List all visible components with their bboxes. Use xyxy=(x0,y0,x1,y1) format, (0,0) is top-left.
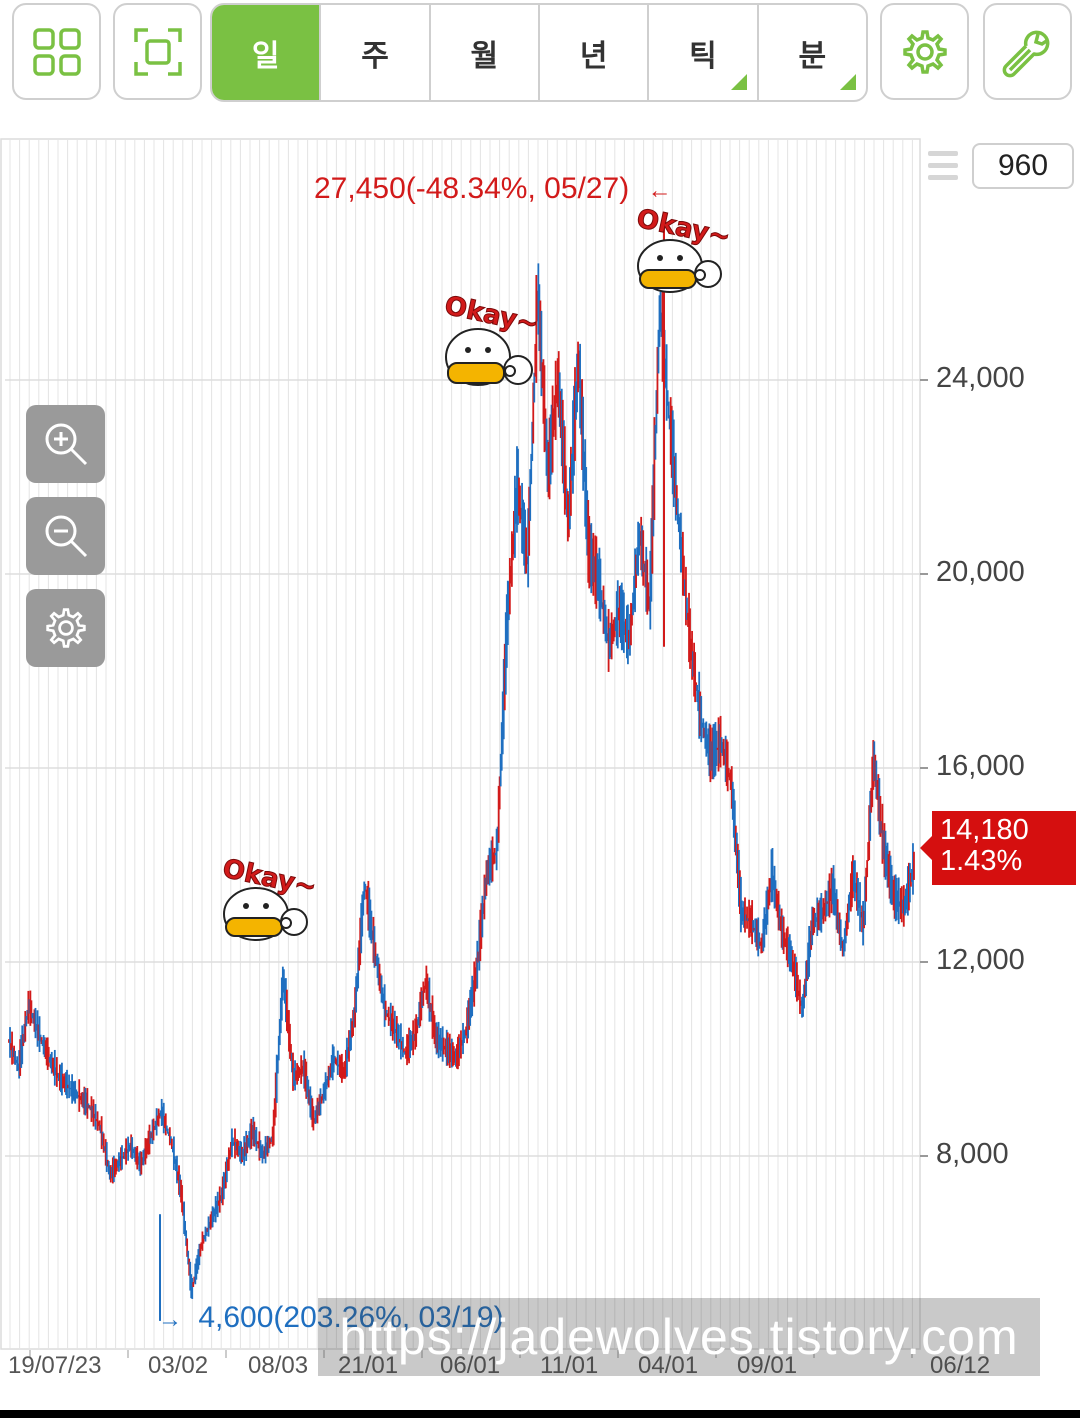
x-tick-label: 06/01 xyxy=(440,1352,501,1379)
tab-label: 분 xyxy=(798,38,827,74)
gear-icon xyxy=(902,29,947,74)
x-tick-label: 09/01 xyxy=(737,1352,798,1379)
x-tick-label: 04/01 xyxy=(638,1352,699,1379)
zoom-in-button[interactable] xyxy=(26,405,105,483)
tab-label: 틱 xyxy=(689,38,717,74)
x-tick-label: 03/02 xyxy=(148,1352,209,1379)
chart-canvas xyxy=(0,138,928,1358)
wrench-icon xyxy=(1002,30,1049,77)
layout-button[interactable] xyxy=(12,3,101,100)
tab-minute[interactable]: 분 xyxy=(756,5,866,100)
low-annotation: → 4,600(203.26%, 03/19) xyxy=(158,1301,504,1335)
high-value: 27,450(-48.34%, 05/27) xyxy=(314,172,630,205)
current-price: 14,180 xyxy=(940,814,1029,846)
current-price-badge: 14,180 1.43% xyxy=(920,811,1076,885)
tab-label: 주 xyxy=(361,38,389,74)
tab-day[interactable]: 일 xyxy=(212,5,320,100)
candle-count-box[interactable]: 960 xyxy=(972,143,1074,189)
chart-settings-button[interactable] xyxy=(26,589,105,667)
tab-label: 월 xyxy=(470,38,499,74)
current-change: 1.43% xyxy=(940,845,1023,877)
right-arrow-icon: → xyxy=(158,1306,182,1333)
okay-sticker: Okay~ xyxy=(440,290,541,395)
y-tick-label: 8,000 xyxy=(936,1138,1009,1170)
gear-icon xyxy=(45,608,86,648)
tab-label: 년 xyxy=(579,38,608,74)
fullscreen-button[interactable] xyxy=(113,3,202,100)
x-tick-label: 08/03 xyxy=(248,1352,309,1379)
y-tick-label: 16,000 xyxy=(936,750,1025,782)
tab-label: 일 xyxy=(251,38,280,74)
x-tick-label: 11/01 xyxy=(540,1352,599,1379)
fullscreen-icon xyxy=(133,27,182,76)
zoom-in-icon xyxy=(45,423,87,466)
high-annotation: 27,450(-48.34%, 05/27) ← xyxy=(314,172,672,206)
watermark-text: https://jadewolves.tistory.com xyxy=(318,1298,1040,1376)
x-tick-label: 06/12 xyxy=(930,1352,991,1379)
tab-week[interactable]: 주 xyxy=(319,5,428,100)
dropdown-corner-icon xyxy=(730,74,747,90)
system-nav-bar xyxy=(0,1410,1080,1418)
zoom-out-icon xyxy=(45,515,87,558)
low-value: 4,600(203.26%, 03/19) xyxy=(198,1301,504,1334)
tab-year[interactable]: 년 xyxy=(537,5,647,100)
dropdown-corner-icon xyxy=(839,74,856,90)
okay-sticker: Okay~ xyxy=(218,853,319,958)
x-tick-label: 21/01 xyxy=(338,1352,399,1379)
plot-border xyxy=(0,138,921,1350)
tools-button[interactable] xyxy=(983,3,1072,100)
okay-sticker: Okay~ xyxy=(632,203,733,308)
x-tick-label: 19/07/23 xyxy=(8,1352,102,1379)
y-tick-label: 12,000 xyxy=(936,944,1025,976)
tab-tick[interactable]: 틱 xyxy=(647,5,756,100)
zoom-out-button[interactable] xyxy=(26,497,105,575)
y-tick-label: 20,000 xyxy=(936,556,1025,588)
settings-button[interactable] xyxy=(880,3,969,100)
price-chart[interactable] xyxy=(0,138,1080,1400)
y-tick-label: 24,000 xyxy=(936,362,1025,394)
tab-month[interactable]: 월 xyxy=(428,5,538,100)
grid-icon xyxy=(32,27,81,76)
period-tabs: 일 주 월 년 틱 분 xyxy=(210,3,868,102)
left-arrow-icon: ← xyxy=(647,177,672,204)
chart-menu-icon[interactable] xyxy=(928,151,958,183)
